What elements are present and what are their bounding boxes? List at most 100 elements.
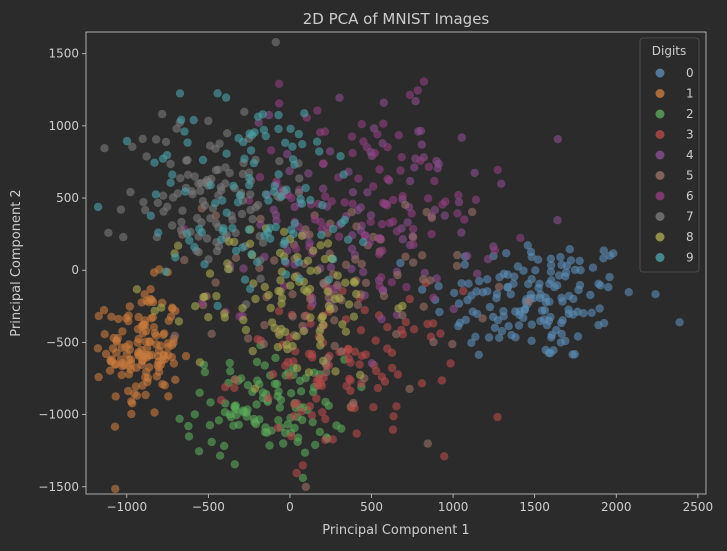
x-axis-label: Principal Component 1	[322, 523, 469, 538]
data-point	[383, 174, 392, 184]
data-point	[352, 222, 361, 231]
data-point	[180, 255, 189, 265]
data-point	[347, 244, 357, 254]
y-tick-label: −1000	[38, 408, 79, 422]
data-point	[245, 129, 254, 138]
data-point	[348, 188, 358, 197]
data-point	[182, 156, 191, 165]
data-point	[122, 136, 132, 146]
data-point	[158, 380, 167, 389]
data-point	[279, 227, 289, 236]
data-point	[312, 394, 321, 403]
data-point	[473, 269, 482, 278]
data-point	[369, 403, 378, 412]
data-point	[194, 447, 204, 456]
data-point	[176, 174, 185, 183]
legend-marker	[655, 150, 665, 160]
data-point	[110, 422, 120, 431]
data-point	[245, 174, 254, 183]
data-point	[389, 412, 398, 421]
legend-marker	[655, 232, 665, 242]
data-point	[239, 315, 248, 325]
data-point	[367, 359, 377, 368]
data-point	[533, 255, 543, 264]
data-point	[323, 239, 333, 248]
data-point	[526, 247, 536, 257]
data-point	[359, 267, 368, 277]
legend: Digits 0 1 2 3 4 5 6 7 8 9	[639, 37, 700, 273]
data-point	[230, 460, 239, 469]
legend-item-8: 8	[655, 230, 694, 244]
data-point	[460, 215, 469, 224]
data-point	[260, 282, 269, 292]
data-point	[321, 435, 330, 445]
data-point	[474, 350, 483, 359]
data-point	[348, 199, 357, 208]
data-point	[225, 358, 234, 368]
data-point	[471, 195, 481, 204]
data-point	[436, 329, 445, 338]
data-point	[185, 236, 194, 245]
data-point	[418, 275, 428, 284]
data-point	[375, 282, 384, 291]
data-point	[409, 224, 418, 234]
data-point	[221, 93, 231, 102]
data-point	[338, 320, 347, 329]
data-point	[167, 353, 177, 362]
legend-label: 4	[686, 148, 694, 162]
data-point	[277, 299, 286, 308]
legend-marker	[655, 109, 665, 119]
data-point	[107, 312, 116, 321]
series-7	[100, 38, 304, 309]
data-point	[264, 110, 274, 120]
data-point	[106, 356, 115, 365]
data-point	[327, 197, 336, 206]
data-point	[222, 208, 231, 217]
data-point	[261, 190, 271, 199]
data-point	[240, 154, 249, 163]
data-point	[146, 211, 155, 220]
data-point	[411, 97, 420, 106]
data-point	[418, 251, 427, 260]
data-point	[330, 295, 340, 304]
data-point	[298, 461, 307, 470]
data-point	[298, 140, 307, 149]
data-point	[375, 250, 384, 259]
data-point	[252, 357, 262, 367]
data-point	[100, 330, 109, 339]
data-point	[561, 272, 570, 281]
data-point	[321, 397, 330, 407]
data-point	[557, 329, 566, 339]
data-point	[564, 291, 574, 301]
data-point	[108, 344, 118, 353]
data-point	[134, 312, 143, 322]
data-point	[274, 416, 283, 425]
data-point	[296, 387, 306, 396]
data-point	[206, 214, 215, 223]
data-point	[387, 278, 396, 287]
legend-item-0: 0	[655, 66, 694, 80]
data-point	[127, 397, 136, 406]
legend-items: 0 1 2 3 4 5 6 7 8 9	[655, 66, 694, 265]
data-point	[383, 344, 392, 353]
data-point	[499, 312, 508, 321]
data-point	[295, 274, 304, 283]
data-point	[321, 192, 330, 201]
data-point	[304, 349, 314, 359]
data-point	[231, 375, 240, 385]
data-point	[309, 246, 318, 255]
x-tick-label: 2000	[601, 500, 632, 514]
data-point	[222, 149, 231, 158]
data-point	[328, 435, 337, 444]
data-point	[249, 158, 259, 168]
data-point	[274, 286, 283, 296]
data-point	[260, 428, 270, 437]
data-point	[251, 294, 260, 304]
data-point	[211, 199, 220, 208]
data-point	[260, 320, 269, 330]
data-point	[225, 168, 234, 178]
data-point	[198, 155, 208, 165]
data-point	[125, 302, 134, 311]
data-point	[288, 290, 297, 299]
